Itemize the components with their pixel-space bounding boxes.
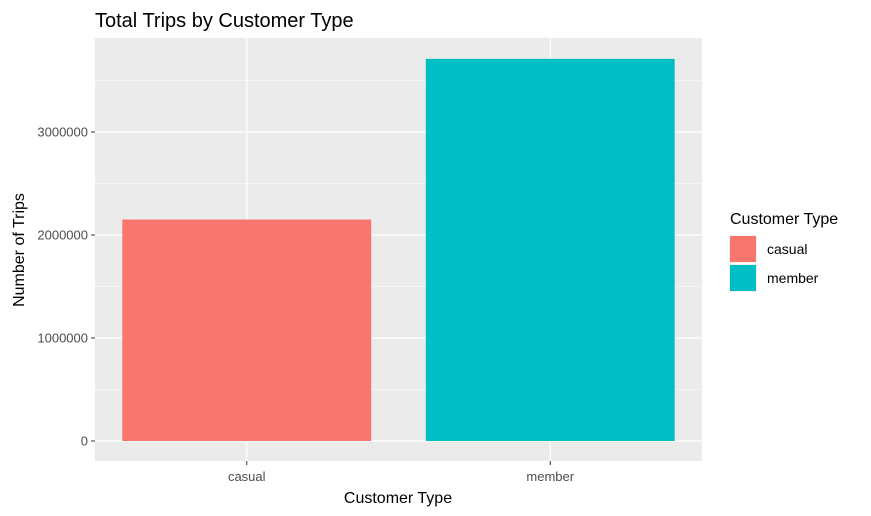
y-tick-label: 1000000 [37, 331, 88, 346]
y-axis-title: Number of Trips [11, 193, 28, 307]
x-tick-label: casual [228, 469, 266, 484]
legend-label-casual: casual [767, 241, 807, 257]
chart-title: Total Trips by Customer Type [95, 10, 354, 32]
y-tick-label: 3000000 [37, 125, 88, 140]
y-axis-ticks: 0 1000000 2000000 3000000 [37, 125, 95, 449]
x-tick-label: member [526, 469, 574, 484]
bars [122, 58, 675, 442]
legend-label-member: member [767, 270, 819, 286]
y-tick-label: 2000000 [37, 228, 88, 243]
legend-swatch-member [730, 265, 756, 291]
legend: Customer Type casual member [729, 211, 838, 292]
bar-member [425, 58, 675, 442]
legend-swatch-casual [730, 236, 756, 262]
legend-title: Customer Type [730, 211, 838, 228]
y-tick-label: 0 [81, 434, 88, 449]
x-axis-ticks: casual member [228, 461, 575, 484]
bar-casual [122, 219, 372, 441]
x-axis-title: Customer Type [344, 490, 452, 507]
